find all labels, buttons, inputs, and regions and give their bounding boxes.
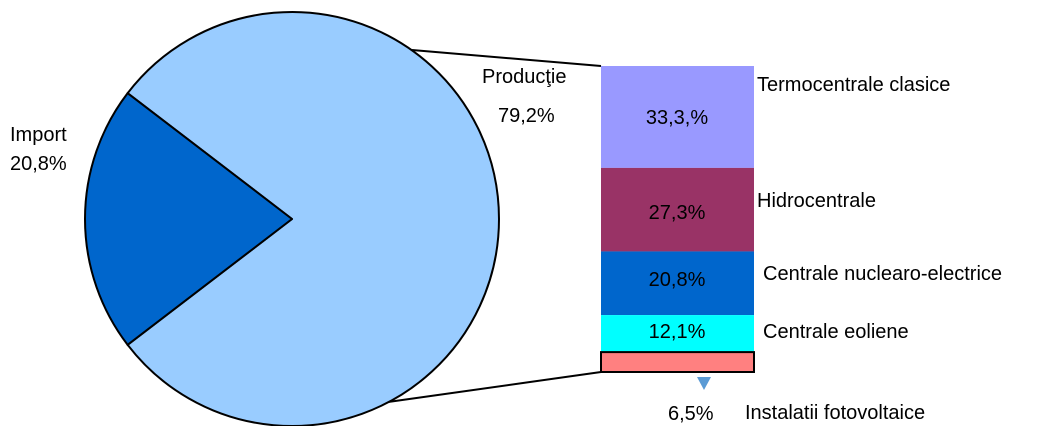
connector-lines	[387, 49, 602, 403]
connector-line-bottom	[387, 371, 602, 403]
pie-label-import-value: 20,8%	[10, 153, 67, 175]
bar-segment-instalatii-fotovoltaice	[600, 351, 755, 373]
pie	[84, 11, 500, 426]
bar-value-fotovoltaice: 6,5%	[668, 403, 714, 425]
labels: Import 20,8% Producţie 79,2% 33,3,% 27,3…	[10, 66, 1002, 425]
bar-value-nuclear: 20,8%	[649, 269, 706, 291]
bar-segment-hidrocentrale	[601, 167, 754, 252]
down-triangle-icon	[697, 377, 711, 390]
bar-value-termocentrale: 33,3,%	[646, 107, 708, 129]
bar-name-hidrocentrale: Hidrocentrale	[757, 190, 876, 212]
bar-segment-centrale-eoliene	[601, 315, 754, 353]
bar-name-termocentrale: Termocentrale clasice	[757, 74, 950, 96]
fotovoltaice-marker	[697, 377, 711, 390]
pie-slice-import	[84, 92, 293, 346]
bar-name-fotovoltaice: Instalatii fotovoltaice	[745, 402, 925, 424]
bar-name-nuclear: Centrale nuclearo-electrice	[763, 263, 1002, 285]
pie-label-productie-value: 79,2%	[498, 105, 555, 127]
bar-value-hidrocentrale: 27,3%	[649, 202, 706, 224]
bar-name-eoliene: Centrale eoliene	[763, 321, 909, 343]
stacked-bar	[600, 66, 755, 373]
pie-label-productie-name: Producţie	[482, 66, 567, 88]
bar-segment-centrale-nuclearo-electrice	[601, 251, 754, 316]
bar-value-eoliene: 12,1%	[649, 321, 706, 343]
bar-segment-termocentrale-clasice	[601, 66, 754, 168]
connector-line-top	[411, 49, 602, 67]
pie-slice-productie	[126, 11, 500, 426]
pie-label-import-name: Import	[10, 124, 67, 146]
